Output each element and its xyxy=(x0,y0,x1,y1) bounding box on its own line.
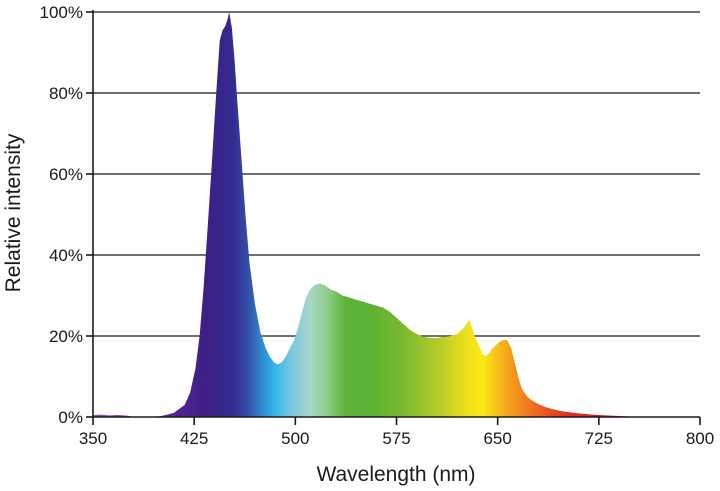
x-tick-label: 725 xyxy=(585,429,613,448)
x-tick-label: 800 xyxy=(686,429,714,448)
x-tick-label: 500 xyxy=(281,429,309,448)
spectrum-area xyxy=(93,12,636,417)
x-tick-label: 425 xyxy=(180,429,208,448)
axes xyxy=(86,10,701,425)
y-axis-label: Relative intensity xyxy=(2,133,25,292)
y-tick-label: 40% xyxy=(49,246,83,265)
tick-labels: 0% 20% 40% 60% 80% 100% 350 425 500 575 650 725 800 xyxy=(40,3,715,448)
y-tick-label: 0% xyxy=(58,408,83,427)
y-tick-label: 100% xyxy=(40,3,83,22)
x-tick-label: 575 xyxy=(382,429,410,448)
y-tick-label: 20% xyxy=(49,327,83,346)
x-tick-label: 650 xyxy=(483,429,511,448)
x-axis-label: Wavelength (nm) xyxy=(316,463,475,486)
plot-area xyxy=(93,12,636,417)
y-tick-label: 80% xyxy=(49,84,83,103)
x-tick-label: 350 xyxy=(79,429,107,448)
y-tick-label: 60% xyxy=(49,165,83,184)
gridlines xyxy=(93,11,700,337)
